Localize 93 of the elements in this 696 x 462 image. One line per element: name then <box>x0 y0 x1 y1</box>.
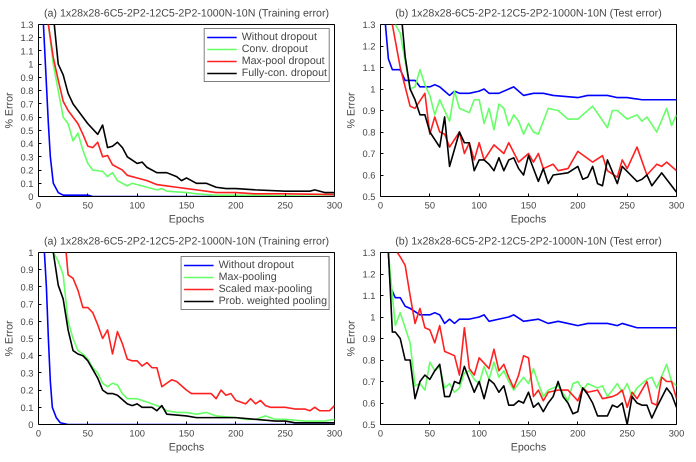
y-tick-label: 0.8 <box>362 356 376 366</box>
x-tick-label: 300 <box>668 200 684 210</box>
chart-title: (a) 1x28x28-6C5-2P2-12C5-2P2-1000N-10N (Training error) <box>44 8 330 20</box>
y-tick-label: 0.7 <box>20 99 34 110</box>
legend-label: Fully-con. dropout <box>242 67 327 79</box>
x-tick-label: 200 <box>570 428 586 438</box>
x-axis-title: Epochs <box>510 442 546 454</box>
x-tick-label: 200 <box>228 200 244 210</box>
y-tick-label: 0.5 <box>20 334 34 344</box>
y-tick-label: 0.9 <box>362 106 376 116</box>
x-tick-label: 50 <box>82 200 94 210</box>
y-tick-label: 0.8 <box>20 282 34 292</box>
y-tick-label: 0.1 <box>20 178 34 189</box>
y-tick-label: 0.6 <box>362 398 376 408</box>
x-tick-label: 0 <box>36 428 42 438</box>
x-axis-title: Epochs <box>168 214 204 226</box>
y-tick-label: 0.9 <box>20 265 34 276</box>
x-tick-label: 100 <box>471 428 487 438</box>
x-tick-label: 150 <box>520 200 536 210</box>
y-tick-label: 0.6 <box>20 112 34 123</box>
x-tick-label: 300 <box>668 428 684 438</box>
x-tick-label: 150 <box>178 200 194 210</box>
x-tick-label: 50 <box>82 428 94 438</box>
x-tick-label: 100 <box>129 428 145 438</box>
legend-label: Max-pooling <box>218 271 277 283</box>
y-tick-label: 1.2 <box>362 42 376 52</box>
x-tick-label: 100 <box>129 200 145 210</box>
y-tick-label: 0.5 <box>20 126 34 136</box>
y-axis-title: % Error <box>4 92 16 129</box>
y-tick-label: 0.9 <box>20 72 34 83</box>
line-series <box>394 24 676 135</box>
x-tick-label: 250 <box>619 200 635 210</box>
y-tick-label: 0.3 <box>20 152 34 162</box>
y-tick-label: 0.5 <box>362 192 376 202</box>
y-tick-label: 0.7 <box>362 377 376 387</box>
y-tick-label: 0.4 <box>20 139 34 150</box>
y-tick-label: 0.1 <box>20 402 34 413</box>
x-tick-label: 250 <box>277 428 293 438</box>
y-axis-title: % Error <box>4 320 16 357</box>
y-tick-label: 1.3 <box>362 20 376 30</box>
y-tick-label: 1.2 <box>20 33 34 44</box>
y-axis-title: % Error <box>346 92 358 129</box>
legend-label: Max-pool dropout <box>242 55 325 67</box>
line-series <box>384 24 676 101</box>
y-tick-label: 0.5 <box>362 420 376 430</box>
x-tick-label: 150 <box>178 428 194 438</box>
y-tick-label: 1.3 <box>362 248 376 258</box>
y-tick-label: 0.6 <box>20 316 34 327</box>
y-tick-label: 1.2 <box>362 270 376 280</box>
chart-title: (b) 1x28x28-6C5-2P2-12C5-2P2-1000N-10N (Test error) <box>395 236 662 248</box>
y-tick-label: 1.1 <box>362 291 376 301</box>
y-tick-label: 0.3 <box>20 368 34 378</box>
y-tick-label: 1 <box>370 312 376 322</box>
y-tick-label: 1.1 <box>362 63 376 73</box>
x-tick-label: 300 <box>326 428 342 438</box>
y-tick-label: 0.7 <box>20 300 34 310</box>
x-tick-label: 0 <box>378 200 384 210</box>
y-tick-label: 0.9 <box>362 334 376 344</box>
legend-label: Without dropout <box>242 31 317 43</box>
x-tick-label: 50 <box>424 428 436 438</box>
x-tick-label: 250 <box>277 200 293 210</box>
y-tick-label: 1.1 <box>20 46 34 56</box>
legend-label: Scaled max-pooling <box>218 283 312 295</box>
y-tick-label: 1 <box>370 84 376 94</box>
chart-title: (a) 1x28x28-6C5-2P2-12C5-2P2-1000N-10N (Training error) <box>44 236 330 248</box>
x-tick-label: 0 <box>378 428 384 438</box>
y-tick-label: 0 <box>28 420 34 430</box>
y-tick-label: 0.4 <box>20 351 34 362</box>
x-tick-label: 100 <box>471 200 487 210</box>
y-tick-label: 0.8 <box>362 128 376 138</box>
x-tick-label: 200 <box>570 200 586 210</box>
x-tick-label: 250 <box>619 428 635 438</box>
legend-label: Without dropout <box>218 259 294 271</box>
y-tick-label: 1.3 <box>20 20 34 30</box>
x-tick-label: 0 <box>36 200 42 210</box>
y-tick-label: 0.7 <box>362 149 376 159</box>
x-axis-title: Epochs <box>168 442 204 454</box>
y-tick-label: 0 <box>28 192 34 202</box>
y-tick-label: 1 <box>28 60 34 70</box>
y-tick-label: 1 <box>28 248 34 258</box>
x-tick-label: 300 <box>326 200 342 210</box>
legend-label: Conv. dropout <box>242 43 308 55</box>
y-tick-label: 0.2 <box>20 166 34 176</box>
y-tick-label: 0.6 <box>362 170 376 180</box>
x-tick-label: 200 <box>228 428 244 438</box>
x-tick-label: 50 <box>424 200 436 210</box>
x-axis-title: Epochs <box>510 214 546 226</box>
x-tick-label: 150 <box>520 428 536 438</box>
chart-title: (b) 1x28x28-6C5-2P2-12C5-2P2-1000N-10N (Test error) <box>395 8 662 20</box>
y-tick-label: 0.2 <box>20 386 34 396</box>
y-axis-title: % Error <box>346 320 358 357</box>
y-tick-label: 0.8 <box>20 86 34 96</box>
legend-label: Prob. weighted pooling <box>218 295 327 307</box>
